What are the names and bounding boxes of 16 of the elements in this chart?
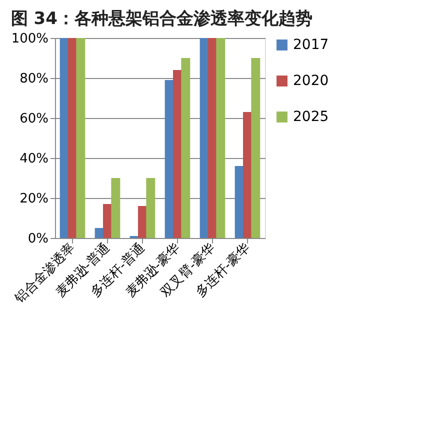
bar	[111, 178, 120, 238]
y-tick-label: 40%	[20, 152, 48, 166]
legend-label: 2020	[293, 73, 329, 89]
bar	[76, 38, 86, 238]
y-tick-label: 20%	[20, 192, 48, 206]
bar	[216, 38, 226, 238]
bar	[146, 178, 156, 238]
y-tick-label: 60%	[20, 112, 48, 126]
y-tick-label: 80%	[20, 72, 48, 86]
y-tick-label: 0%	[28, 232, 48, 246]
bar	[251, 58, 260, 238]
bar	[181, 58, 190, 238]
y-tick-label: 100%	[11, 32, 48, 46]
chart-title: 图 34：各种悬架铝合金渗透率变化趋势	[10, 9, 312, 29]
legend-label: 2025	[293, 109, 329, 125]
legend-label: 2017	[293, 37, 329, 53]
